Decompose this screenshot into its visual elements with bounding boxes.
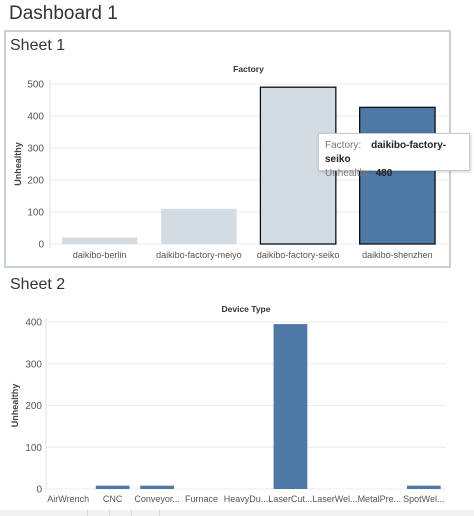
bar-cnc[interactable]	[95, 485, 130, 489]
x-tick-label: LaserCut...	[268, 494, 312, 504]
dashboard-title: Dashboard 1	[9, 3, 118, 24]
bar-daikibo-factory-meiyo[interactable]	[161, 208, 237, 244]
y-tick-label: 200	[25, 401, 42, 412]
x-tick-label: daikibo-factory-seiko	[257, 250, 340, 260]
sheet1-title: Sheet 1	[10, 37, 66, 54]
x-tick-label: daikibo-berlin	[73, 250, 127, 260]
y-tick-label: 200	[27, 176, 44, 187]
y-tick-label: 400	[25, 318, 42, 329]
tooltip-unhealthy-value: 480	[375, 168, 393, 179]
tab-segment[interactable]	[0, 510, 88, 516]
y-axis-label: Unhealthy	[10, 384, 20, 428]
factory-bar-chart[interactable]: Factory Unhealthy 0 100 200 300 400 500 daikibo-…	[0, 0, 474, 268]
tooltip-unhealthy-key: Unhealthy:	[325, 168, 373, 179]
x-tick-label: daikibo-shenzhen	[362, 250, 433, 260]
y-tick-label: 0	[36, 485, 42, 496]
x-tick-label: AirWrench	[47, 494, 89, 504]
x-tick-label: LaserWel...	[312, 494, 357, 504]
tooltip-factory-value: daikibo-factory-seiko	[325, 140, 447, 165]
y-tick-label: 100	[25, 443, 42, 454]
y-axis-label: Unhealthy	[13, 142, 23, 186]
x-tick-label: Furnace	[185, 494, 218, 504]
y-tick-label: 300	[25, 359, 42, 370]
tooltip: Factory: daikibo-factory-seiko Unhealthy:…	[318, 133, 470, 179]
bar-daikibo-shenzhen[interactable]	[359, 106, 436, 245]
x-tick-label: MetalPre...	[358, 494, 402, 504]
x-tick-label: Conveyor...	[134, 494, 180, 504]
y-tick-label: 0	[38, 240, 44, 251]
bar-spotwel-[interactable]	[406, 485, 441, 489]
tab-segment[interactable]	[88, 510, 110, 516]
y-tick-label: 500	[27, 80, 44, 91]
tab-segment[interactable]	[110, 510, 132, 516]
chart-title: Factory	[233, 64, 264, 74]
bar-lasercut-[interactable]	[273, 324, 308, 489]
x-tick-label: CNC	[103, 494, 123, 504]
sheet2-title: Sheet 2	[10, 276, 66, 293]
tooltip-factory-key: Factory:	[325, 140, 362, 151]
bar-daikibo-berlin[interactable]	[61, 237, 138, 244]
y-tick-label: 400	[27, 112, 44, 123]
x-tick-label: daikibo-factory-meiyo	[156, 250, 242, 260]
tab-segment[interactable]	[132, 510, 160, 516]
x-tick-label: SpotWel...	[403, 494, 444, 504]
x-tick-label: HeavyDu...	[224, 494, 269, 504]
y-tick-label: 300	[27, 144, 44, 155]
chart-title: Device Type	[222, 304, 271, 314]
y-tick-label: 100	[27, 208, 44, 219]
bottom-tab-strip[interactable]	[0, 510, 474, 516]
bar-conveyor-[interactable]	[140, 485, 174, 489]
